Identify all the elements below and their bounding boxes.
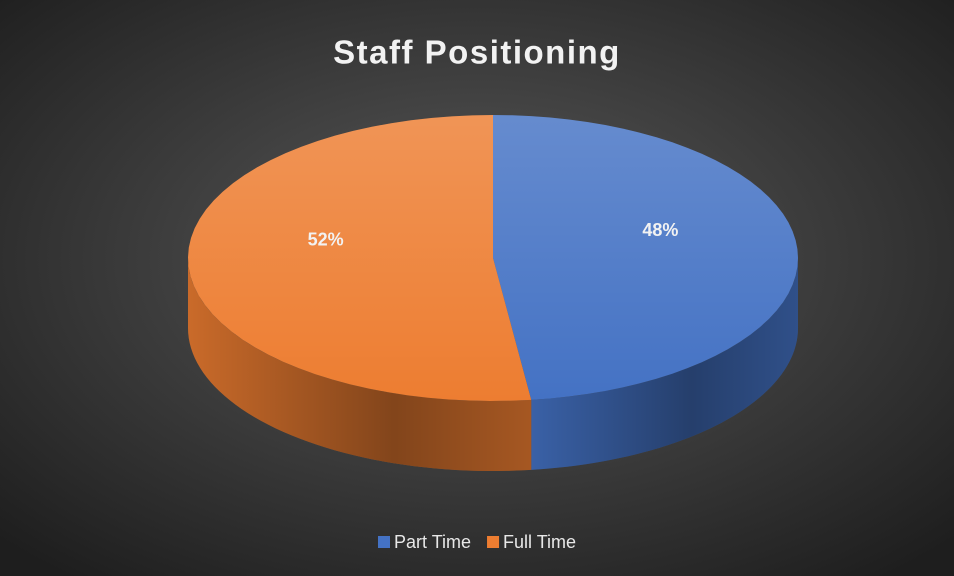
legend-swatch bbox=[487, 536, 500, 548]
pie-side-shade bbox=[531, 258, 798, 470]
legend-label: Full Time bbox=[503, 532, 576, 552]
data-label: 48% bbox=[642, 220, 678, 240]
legend-swatch bbox=[378, 536, 390, 548]
pie-slice-gloss bbox=[188, 115, 532, 401]
pie-slice-gloss bbox=[493, 115, 798, 400]
legend-label: Part Time bbox=[394, 532, 471, 552]
chart-title: Staff Positioning bbox=[333, 34, 621, 71]
data-label: 52% bbox=[308, 230, 344, 250]
pie-side-shade bbox=[188, 258, 532, 471]
